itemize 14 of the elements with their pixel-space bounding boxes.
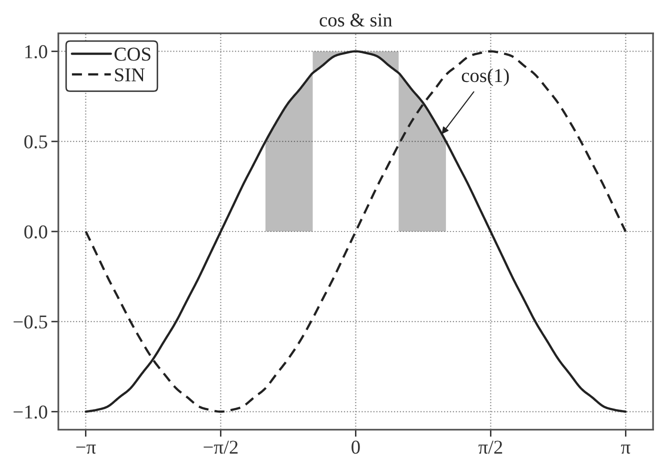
y-tick-label: 0.5 xyxy=(24,135,48,148)
x-tick-label: π xyxy=(621,444,630,454)
x-tick-label: π/2 xyxy=(478,440,502,454)
legend-label: COS xyxy=(114,48,150,61)
chart-title: cos & sin xyxy=(320,13,392,27)
y-tick-label: 1.0 xyxy=(25,45,48,58)
x-tick-label: −π/2 xyxy=(204,440,238,454)
x-tick-label: −π xyxy=(76,444,96,454)
annotation: cos(1) xyxy=(462,68,509,86)
y-tick-label: 0.0 xyxy=(24,225,48,239)
x-tick-label: 0 xyxy=(352,440,360,454)
y-tick-label: −0.5 xyxy=(14,315,48,329)
legend-label: SIN xyxy=(115,68,145,82)
y-tick-label: −1.0 xyxy=(14,405,48,419)
